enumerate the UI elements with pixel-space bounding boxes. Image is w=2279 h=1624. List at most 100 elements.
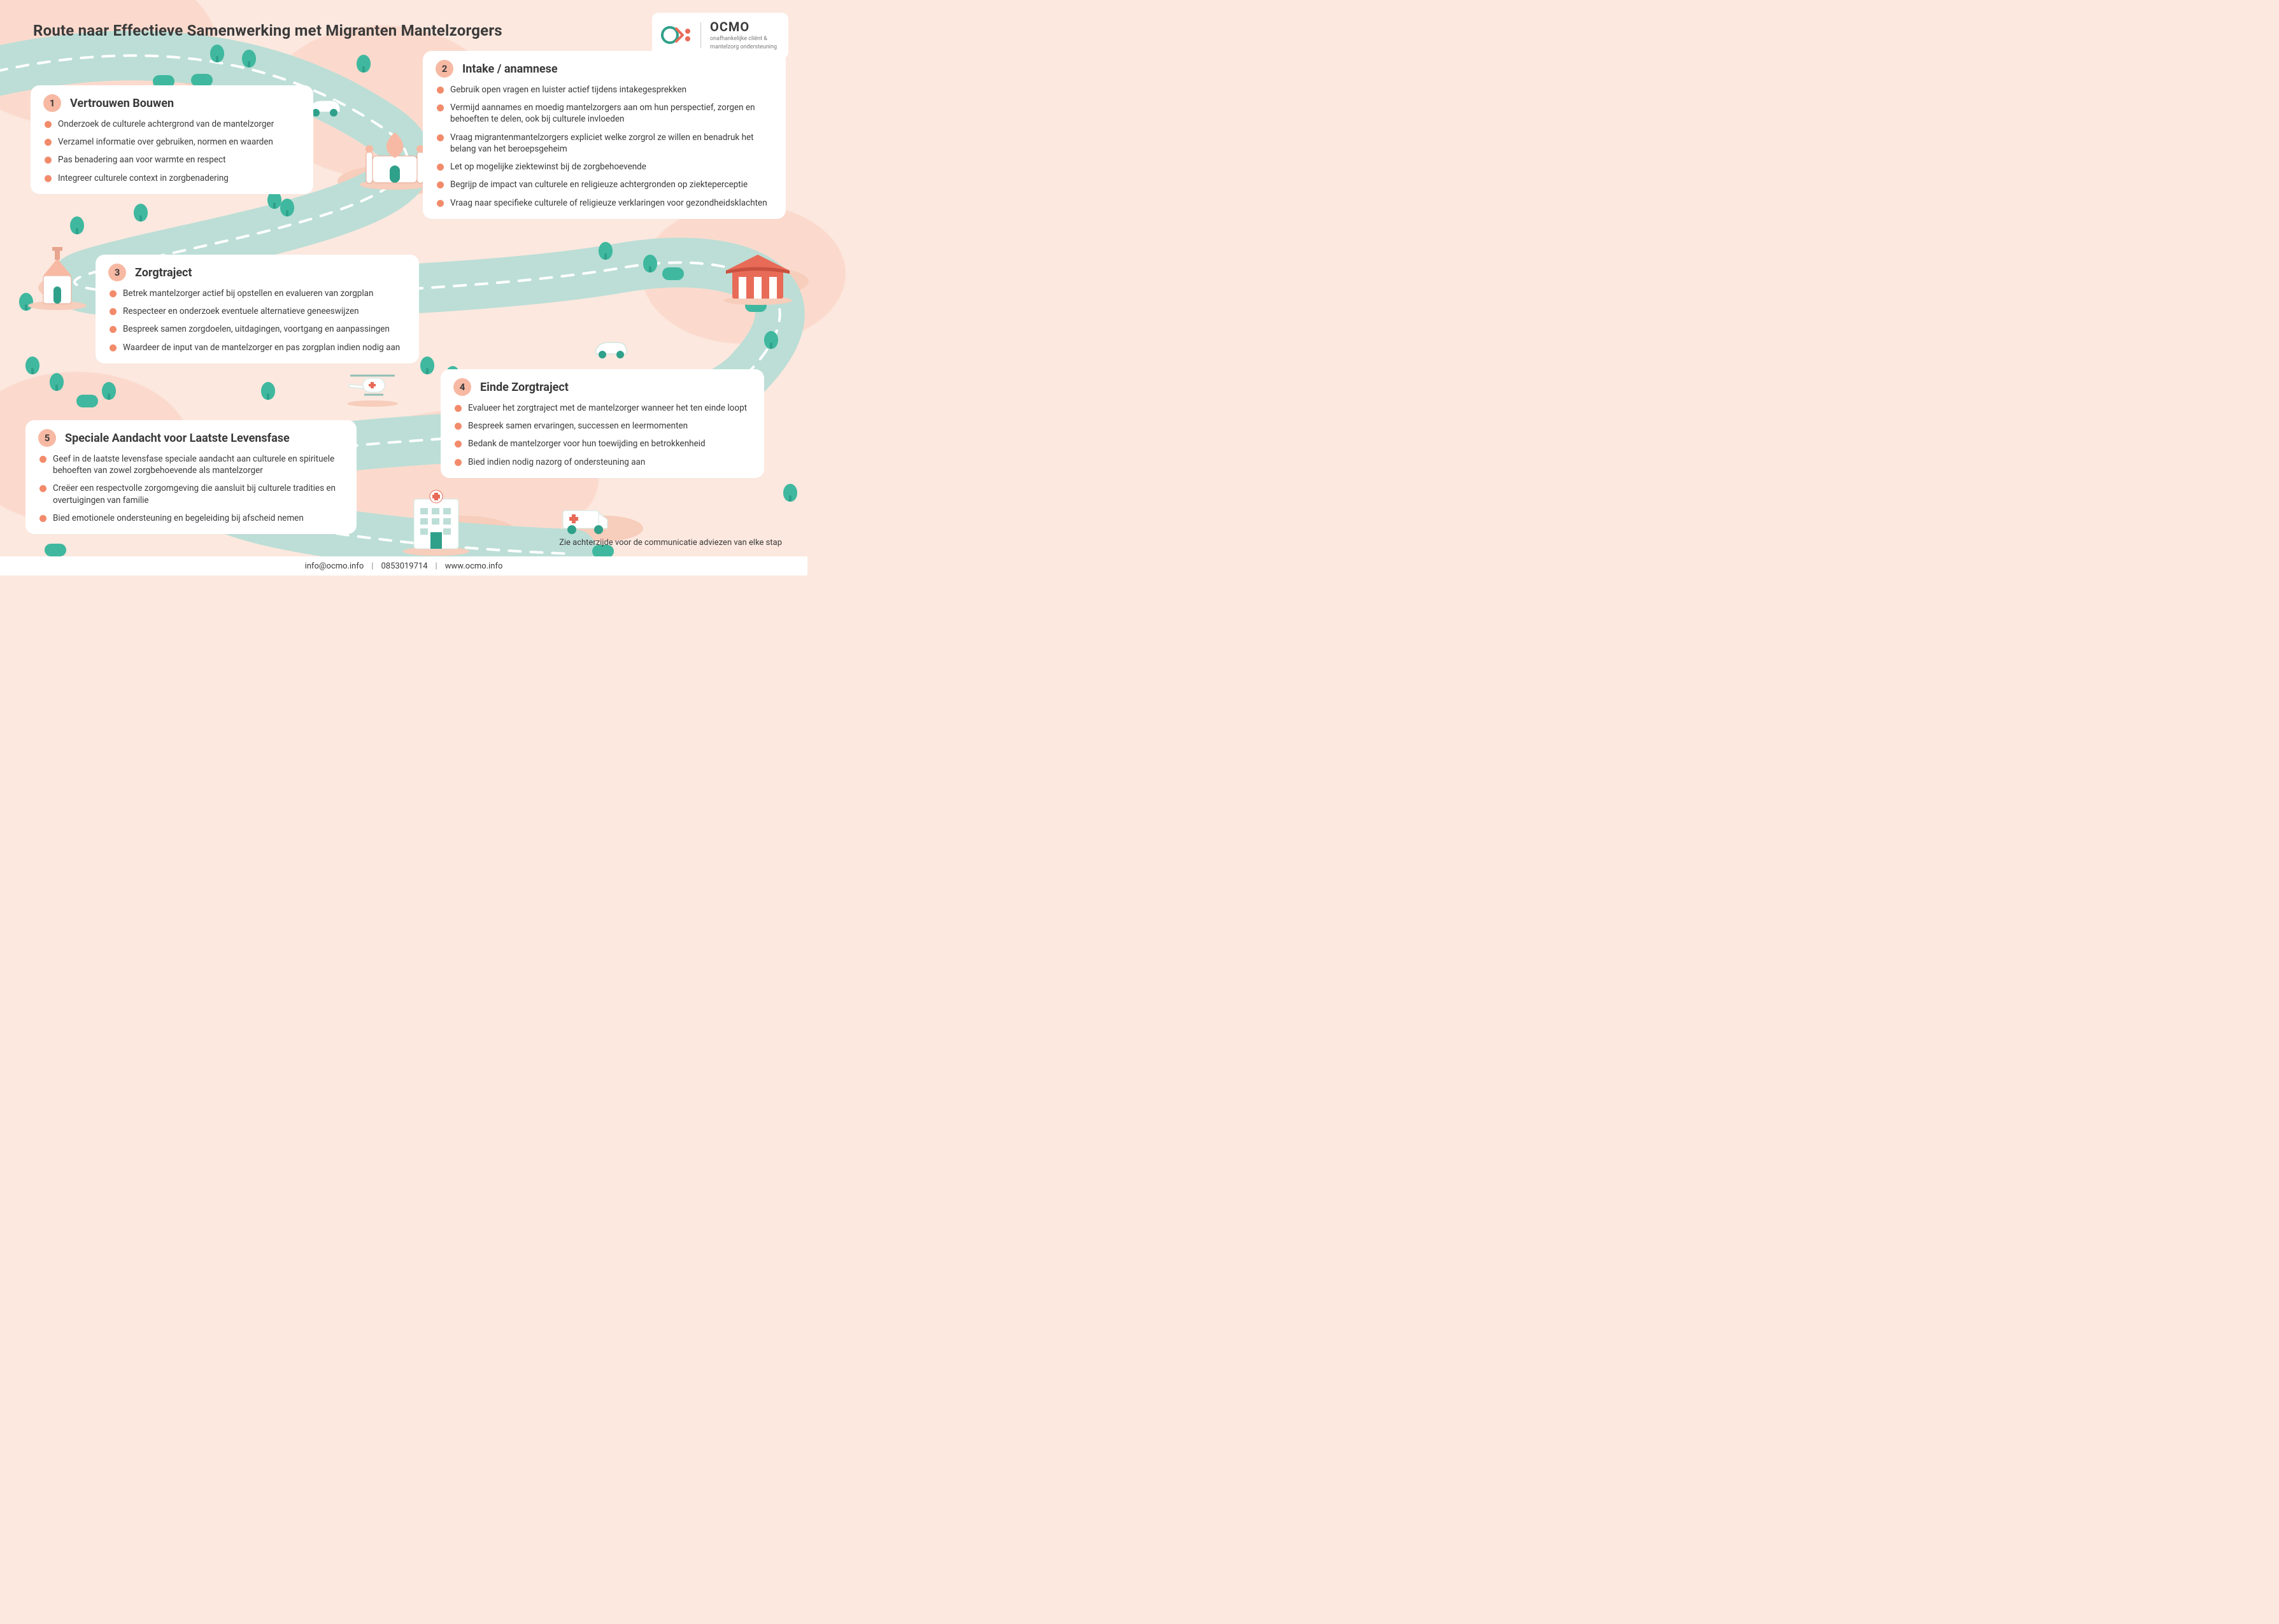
bullet-item: Respecteer en onderzoek eventuele altern…: [110, 306, 406, 317]
card-header: 2 Intake / anamnese: [436, 60, 773, 78]
bullet-item: Gebruik open vragen en luister actief ti…: [437, 84, 773, 95]
bullet-text: Onderzoek de culturele achtergrond van d…: [58, 118, 274, 130]
tree-icon: [261, 382, 275, 400]
card-bullet-list: Evalueer het zorgtraject met de mantelzo…: [453, 402, 751, 468]
bullet-dot-icon: [437, 200, 444, 207]
bullet-item: Vermijd aannames en moedig mantelzorgers…: [437, 102, 773, 125]
bullet-item: Bied emotionele ondersteuning en begelei…: [39, 512, 344, 524]
card-bullet-list: Onderzoek de culturele achtergrond van d…: [43, 118, 301, 184]
tree-icon: [643, 255, 657, 272]
bullet-item: Begrijp de impact van culturele en relig…: [437, 179, 773, 190]
bullet-item: Evalueer het zorgtraject met de mantelzo…: [455, 402, 751, 414]
bullet-item: Integreer culturele context in zorgbenad…: [45, 173, 301, 184]
tree-icon: [102, 382, 116, 400]
tree-icon: [210, 45, 224, 62]
bullet-text: Vermijd aannames en moedig mantelzorgers…: [450, 102, 773, 125]
bush-icon: [76, 395, 98, 407]
bullet-dot-icon: [437, 87, 444, 94]
bullet-item: Bespreek samen ervaringen, successen en …: [455, 420, 751, 432]
step-number-badge: 4: [453, 378, 471, 396]
tree-icon: [420, 357, 434, 374]
bullet-text: Geef in de laatste levensfase speciale a…: [53, 453, 344, 476]
page-title: Route naar Effectieve Samenwerking met M…: [33, 22, 502, 39]
mosque-icon: [357, 121, 433, 191]
bullet-text: Creëer een respectvolle zorgomgeving die…: [53, 483, 344, 505]
bullet-dot-icon: [39, 456, 46, 463]
tree-icon: [764, 331, 778, 349]
bullet-text: Respecteer en onderzoek eventuele altern…: [123, 306, 359, 317]
bullet-item: Waardeer de input van de mantelzorger en…: [110, 342, 406, 353]
bullet-item: Onderzoek de culturele achtergrond van d…: [45, 118, 301, 130]
bullet-dot-icon: [110, 326, 117, 333]
bullet-item: Vraag naar specifieke culturele of relig…: [437, 197, 773, 209]
step-card-4: 4 Einde Zorgtraject Evalueer het zorgtraje…: [441, 369, 764, 478]
card-bullet-list: Gebruik open vragen en luister actief ti…: [436, 84, 773, 209]
car-icon: [592, 337, 630, 360]
bullet-text: Verzamel informatie over gebruiken, norm…: [58, 136, 273, 148]
bullet-text: Waardeer de input van de mantelzorger en…: [123, 342, 400, 353]
card-title: Intake / anamnese: [462, 62, 558, 76]
church-icon: [25, 247, 89, 311]
ambulance-icon: [560, 502, 611, 537]
bullet-dot-icon: [437, 134, 444, 141]
card-title: Speciale Aandacht voor Laatste Levensfas…: [65, 432, 290, 445]
bullet-text: Pas benadering aan voor warmte en respec…: [58, 154, 226, 166]
step-number-badge: 1: [43, 94, 61, 112]
step-card-2: 2 Intake / anamnese Gebruik open vragen en…: [423, 51, 786, 219]
tree-icon: [25, 357, 39, 374]
logo-mark-icon: [661, 22, 692, 48]
hospital-icon: [401, 486, 471, 556]
card-bullet-list: Betrek mantelzorger actief bij opstellen…: [108, 288, 406, 353]
bullet-item: Creëer een respectvolle zorgomgeving die…: [39, 483, 344, 505]
footer-phone: 0853019714: [381, 561, 427, 571]
card-header: 5 Speciale Aandacht voor Laatste Levensfa…: [38, 429, 344, 447]
tree-icon: [783, 484, 797, 502]
bullet-text: Integreer culturele context in zorgbenad…: [58, 173, 229, 184]
bullet-dot-icon: [455, 441, 462, 448]
divider: [700, 22, 701, 48]
bullet-dot-icon: [45, 175, 52, 182]
bush-icon: [191, 74, 213, 87]
card-bullet-list: Geef in de laatste levensfase speciale a…: [38, 453, 344, 524]
bullet-dot-icon: [45, 139, 52, 146]
card-title: Einde Zorgtraject: [480, 381, 569, 394]
step-number-badge: 2: [436, 60, 453, 78]
tree-icon: [357, 55, 371, 73]
back-note: Zie achterzijde voor de communicatie adv…: [559, 538, 782, 547]
bullet-dot-icon: [45, 157, 52, 164]
step-card-1: 1 Vertrouwen Bouwen Onderzoek de culturele…: [31, 85, 313, 194]
step-number-badge: 5: [38, 429, 56, 447]
card-header: 3 Zorgtraject: [108, 264, 406, 281]
card-title: Zorgtraject: [135, 266, 192, 279]
step-number-badge: 3: [108, 264, 126, 281]
bullet-item: Vraag migrantenmantelzorgers expliciet w…: [437, 132, 773, 155]
tree-icon: [50, 373, 64, 391]
bullet-dot-icon: [455, 459, 462, 466]
tree-icon: [242, 50, 256, 67]
bullet-item: Betrek mantelzorger actief bij opstellen…: [110, 288, 406, 299]
card-header: 1 Vertrouwen Bouwen: [43, 94, 301, 112]
bullet-dot-icon: [110, 344, 117, 351]
bullet-text: Bespreek samen zorgdoelen, uitdagingen, …: [123, 323, 390, 335]
bullet-dot-icon: [437, 164, 444, 171]
card-header: 4 Einde Zorgtraject: [453, 378, 751, 396]
tree-icon: [134, 204, 148, 222]
logo-text: OCMO onafhankelijke cliënt & mantelzorg …: [710, 19, 777, 51]
bullet-item: Bespreek samen zorgdoelen, uitdagingen, …: [110, 323, 406, 335]
bush-icon: [45, 544, 66, 556]
infographic-canvas: Route naar Effectieve Samenwerking met M…: [0, 0, 807, 575]
bullet-text: Bied indien nodig nazorg of ondersteunin…: [468, 456, 645, 468]
bullet-text: Bied emotionele ondersteuning en begelei…: [53, 512, 304, 524]
bullet-text: Vraag naar specifieke culturele of relig…: [450, 197, 767, 209]
card-title: Vertrouwen Bouwen: [70, 97, 174, 110]
footer-email: info@ocmo.info: [305, 561, 364, 571]
bullet-item: Geef in de laatste levensfase speciale a…: [39, 453, 344, 476]
bullet-dot-icon: [437, 181, 444, 188]
bullet-item: Bied indien nodig nazorg of ondersteunin…: [455, 456, 751, 468]
logo-tagline: onafhankelijke cliënt &: [710, 36, 777, 43]
temple-icon: [720, 242, 796, 306]
bullet-dot-icon: [437, 104, 444, 111]
tree-icon: [70, 216, 84, 234]
bullet-item: Pas benadering aan voor warmte en respec…: [45, 154, 301, 166]
footer-site: www.ocmo.info: [445, 561, 503, 571]
